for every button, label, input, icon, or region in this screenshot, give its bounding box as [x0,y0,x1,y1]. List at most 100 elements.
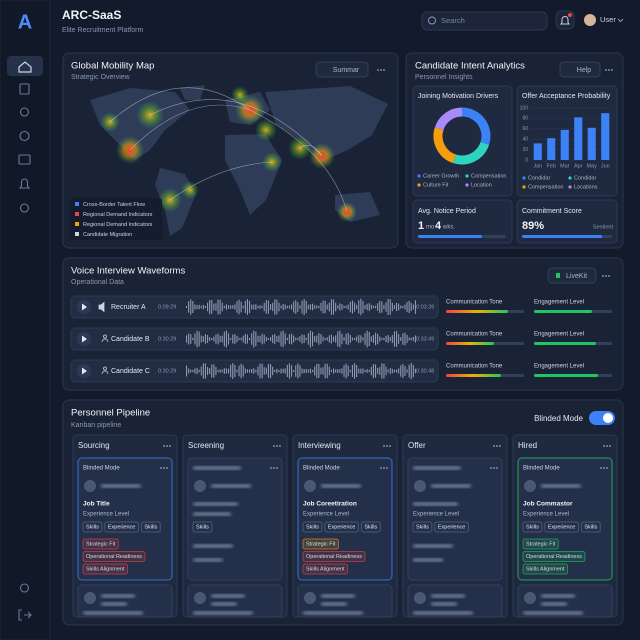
wave-bar [391,335,393,343]
wave-bar [414,300,416,314]
wave-bar [228,305,230,309]
livekit-button[interactable] [547,267,597,284]
more-dot[interactable] [273,445,275,447]
wave-bar [267,364,269,378]
more-dot[interactable] [377,69,379,71]
blurred-line [193,544,233,548]
more-dot[interactable] [276,445,278,447]
more-dot[interactable] [602,275,604,277]
candidate-card-partial[interactable] [187,584,283,618]
wave-bar [345,333,347,345]
nav-logout[interactable] [18,609,32,621]
candidate-card-partial[interactable] [407,584,503,618]
wave-bar [288,334,290,344]
more-dot[interactable] [383,445,385,447]
more-dot[interactable] [493,445,495,447]
more-dot[interactable] [605,69,607,71]
wave-bar [364,304,366,310]
y-tick-label: 60 [522,126,528,132]
more-dot[interactable] [603,467,605,469]
more-dot[interactable] [166,467,168,469]
more-dot[interactable] [160,467,162,469]
more-dot[interactable] [383,69,385,71]
more-dot[interactable] [499,445,501,447]
more-dot[interactable] [169,445,171,447]
wave-bar [280,331,282,347]
help-button[interactable] [559,61,601,78]
more-dot[interactable] [163,445,165,447]
user-avatar[interactable] [584,14,596,26]
nav-home-active[interactable] [7,56,43,76]
more-dot[interactable] [383,467,385,469]
nav-bell[interactable] [18,178,31,189]
bar [574,117,583,160]
nav-calendar[interactable] [18,154,31,165]
wave-bar [232,334,234,344]
wave-bar [400,336,402,342]
more-dot[interactable] [386,467,388,469]
wave-bar [307,304,309,310]
candidate-card-partial[interactable] [517,584,613,618]
more-dot[interactable] [380,467,382,469]
more-dot[interactable] [603,445,605,447]
wave-bar [207,335,209,343]
wave-bar [375,364,377,378]
wave-bar [347,304,349,310]
more-dot[interactable] [496,467,498,469]
nav-settings[interactable] [19,203,30,213]
wave-bar [251,304,253,310]
blurred-name [321,484,361,488]
wave-bar [316,363,318,379]
wave-bar [337,305,339,309]
summary-button[interactable] [315,61,369,78]
wave-bar [326,337,328,341]
candidate-card-partial[interactable] [77,584,173,618]
job-title: Job Title [83,501,110,508]
more-dot[interactable] [600,467,602,469]
candidate-card-partial[interactable] [297,584,393,618]
more-dot[interactable] [608,275,610,277]
candidate-card[interactable] [407,457,503,581]
more-dot[interactable] [611,69,613,71]
wave-bar [389,336,391,342]
more-dot[interactable] [276,467,278,469]
more-dot[interactable] [493,467,495,469]
candidate-card[interactable] [187,457,283,581]
wave-bar [339,303,341,311]
more-dot[interactable] [279,445,281,447]
skill-chip-label: Skills [526,524,539,530]
nav-people[interactable] [19,107,30,117]
more-dot[interactable] [270,467,272,469]
wave-bar [253,368,255,374]
more-dot[interactable] [606,445,608,447]
more-dot[interactable] [273,467,275,469]
sidebar [0,0,51,640]
blurred-line [413,544,453,548]
more-dot[interactable] [380,69,382,71]
wave-bar [322,336,324,342]
more-dot[interactable] [389,445,391,447]
help-button-label: Help [577,67,592,74]
more-dot[interactable] [163,467,165,469]
wave-bar [217,299,219,315]
wave-bar [299,305,301,309]
wave-bar [356,336,358,342]
more-dot[interactable] [609,445,611,447]
nav-settings-bottom[interactable] [19,583,30,593]
user-caret[interactable] [617,18,624,23]
more-dot[interactable] [490,467,492,469]
wave-bar [211,300,213,314]
search-box[interactable] [421,11,548,31]
more-dot[interactable] [608,69,610,71]
wave-bar [272,366,274,376]
nav-docs[interactable] [19,83,30,95]
more-dot[interactable] [605,275,607,277]
more-dot[interactable] [496,445,498,447]
more-dot[interactable] [386,445,388,447]
more-dot[interactable] [606,467,608,469]
nav-clock[interactable] [19,130,30,142]
wave-bar [190,334,192,344]
legend-label: Cross-Border Talent Flow [83,202,145,208]
blurred-name [321,594,355,598]
more-dot[interactable] [166,445,168,447]
